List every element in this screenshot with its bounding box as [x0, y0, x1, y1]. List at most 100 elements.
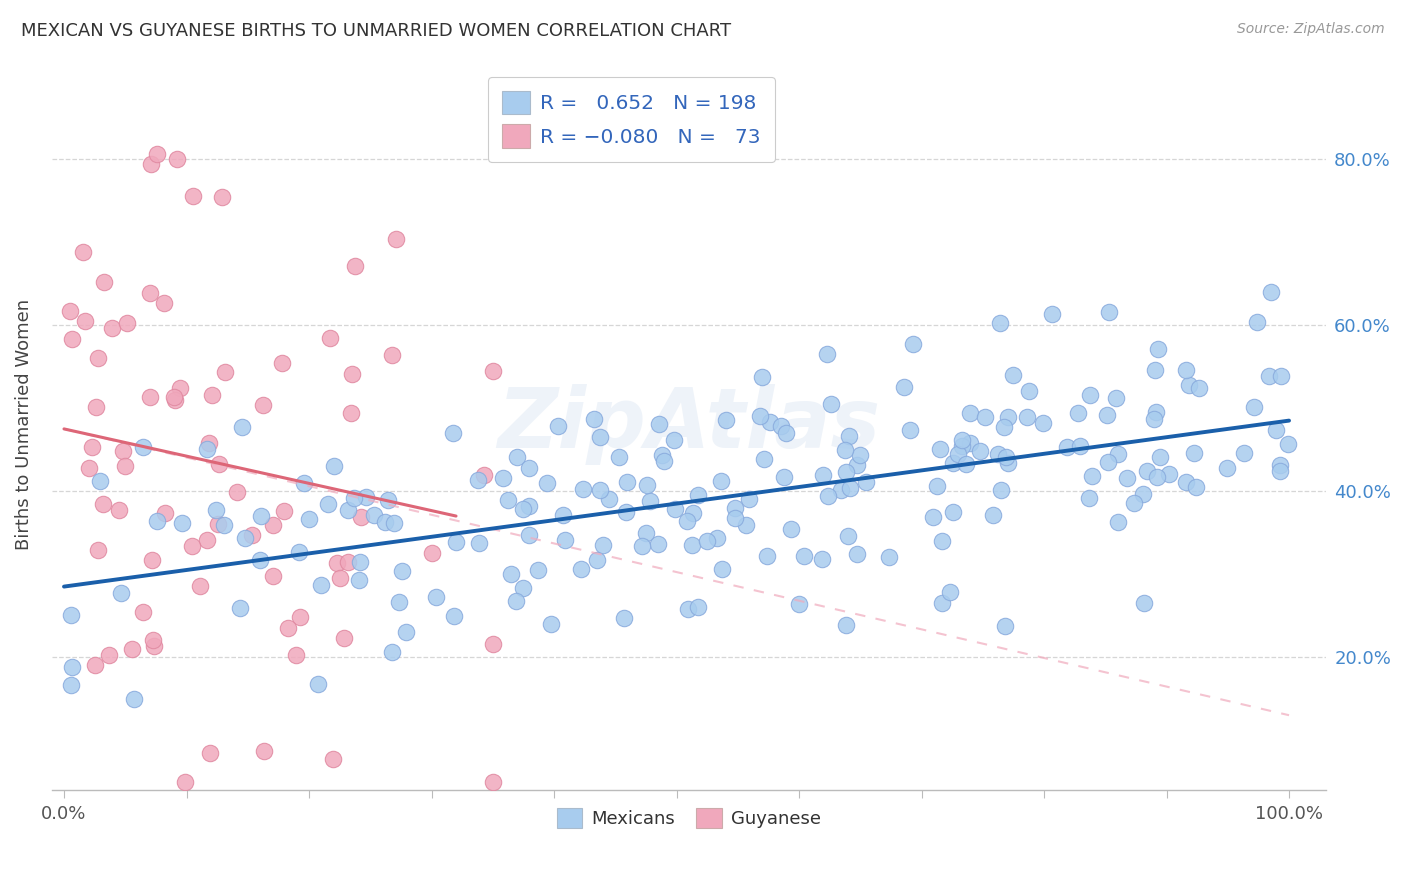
Point	[830, 483, 852, 498]
Point	[1233, 446, 1256, 460]
Point	[609, 450, 631, 464]
Point	[391, 564, 413, 578]
Point	[122, 691, 145, 706]
Point	[547, 419, 569, 434]
Point	[519, 460, 541, 475]
Point	[681, 538, 703, 552]
Point	[91, 497, 114, 511]
Point	[652, 454, 675, 468]
Point	[290, 610, 312, 624]
Point	[586, 553, 609, 567]
Point	[706, 531, 728, 545]
Point	[1174, 362, 1197, 376]
Point	[714, 412, 737, 426]
Point	[647, 537, 669, 551]
Point	[114, 458, 136, 473]
Point	[382, 516, 405, 530]
Point	[288, 544, 311, 558]
Point	[1264, 423, 1286, 437]
Point	[1216, 460, 1239, 475]
Point	[425, 590, 447, 604]
Point	[664, 501, 686, 516]
Point	[377, 493, 399, 508]
Point	[492, 471, 515, 485]
Point	[141, 553, 163, 567]
Point	[1133, 596, 1156, 610]
Point	[60, 332, 83, 346]
Point	[636, 526, 658, 541]
Point	[775, 425, 797, 440]
Point	[834, 466, 856, 480]
Point	[319, 331, 342, 345]
Point	[441, 426, 464, 441]
Point	[554, 533, 576, 548]
Point	[1258, 369, 1281, 384]
Point	[536, 475, 558, 490]
Point	[710, 474, 733, 488]
Point	[446, 534, 468, 549]
Point	[139, 156, 162, 170]
Point	[298, 512, 321, 526]
Point	[59, 678, 82, 692]
Point	[1115, 471, 1137, 485]
Point	[97, 648, 120, 663]
Point	[780, 522, 803, 536]
Point	[115, 316, 138, 330]
Point	[755, 549, 778, 563]
Point	[813, 467, 835, 482]
Point	[845, 458, 868, 473]
Point	[1123, 496, 1146, 510]
Point	[211, 190, 233, 204]
Point	[839, 481, 862, 495]
Point	[759, 415, 782, 429]
Point	[616, 505, 638, 519]
Point	[253, 744, 276, 758]
Point	[139, 286, 162, 301]
Point	[481, 363, 503, 377]
Point	[163, 390, 186, 404]
Point	[1149, 450, 1171, 464]
Point	[381, 645, 404, 659]
Point	[197, 436, 219, 450]
Point	[793, 549, 815, 563]
Point	[80, 440, 103, 454]
Point	[181, 539, 204, 553]
Text: MEXICAN VS GUYANESE BIRTHS TO UNMARRIED WOMEN CORRELATION CHART: MEXICAN VS GUYANESE BIRTHS TO UNMARRIED …	[21, 22, 731, 40]
Point	[931, 597, 953, 611]
Point	[72, 244, 94, 259]
Point	[506, 450, 529, 464]
Point	[132, 605, 155, 619]
Point	[59, 304, 82, 318]
Point	[662, 434, 685, 448]
Point	[942, 505, 965, 519]
Point	[285, 648, 308, 663]
Point	[336, 555, 359, 569]
Point	[942, 456, 965, 470]
Point	[969, 443, 991, 458]
Point	[636, 478, 658, 492]
Point	[316, 497, 339, 511]
Point	[754, 451, 776, 466]
Point	[1146, 470, 1168, 484]
Point	[631, 539, 654, 553]
Point	[165, 392, 187, 407]
Point	[1174, 475, 1197, 490]
Point	[1077, 491, 1099, 505]
Point	[468, 536, 491, 550]
Point	[343, 259, 366, 273]
Point	[170, 516, 193, 530]
Point	[388, 595, 411, 609]
Point	[997, 409, 1019, 424]
Point	[1270, 369, 1292, 384]
Point	[527, 563, 550, 577]
Point	[214, 365, 236, 379]
Point	[1107, 516, 1129, 530]
Point	[955, 457, 977, 471]
Point	[1080, 387, 1102, 401]
Point	[385, 232, 408, 246]
Point	[252, 398, 274, 412]
Point	[395, 625, 418, 640]
Point	[946, 447, 969, 461]
Point	[143, 639, 166, 653]
Point	[110, 586, 132, 600]
